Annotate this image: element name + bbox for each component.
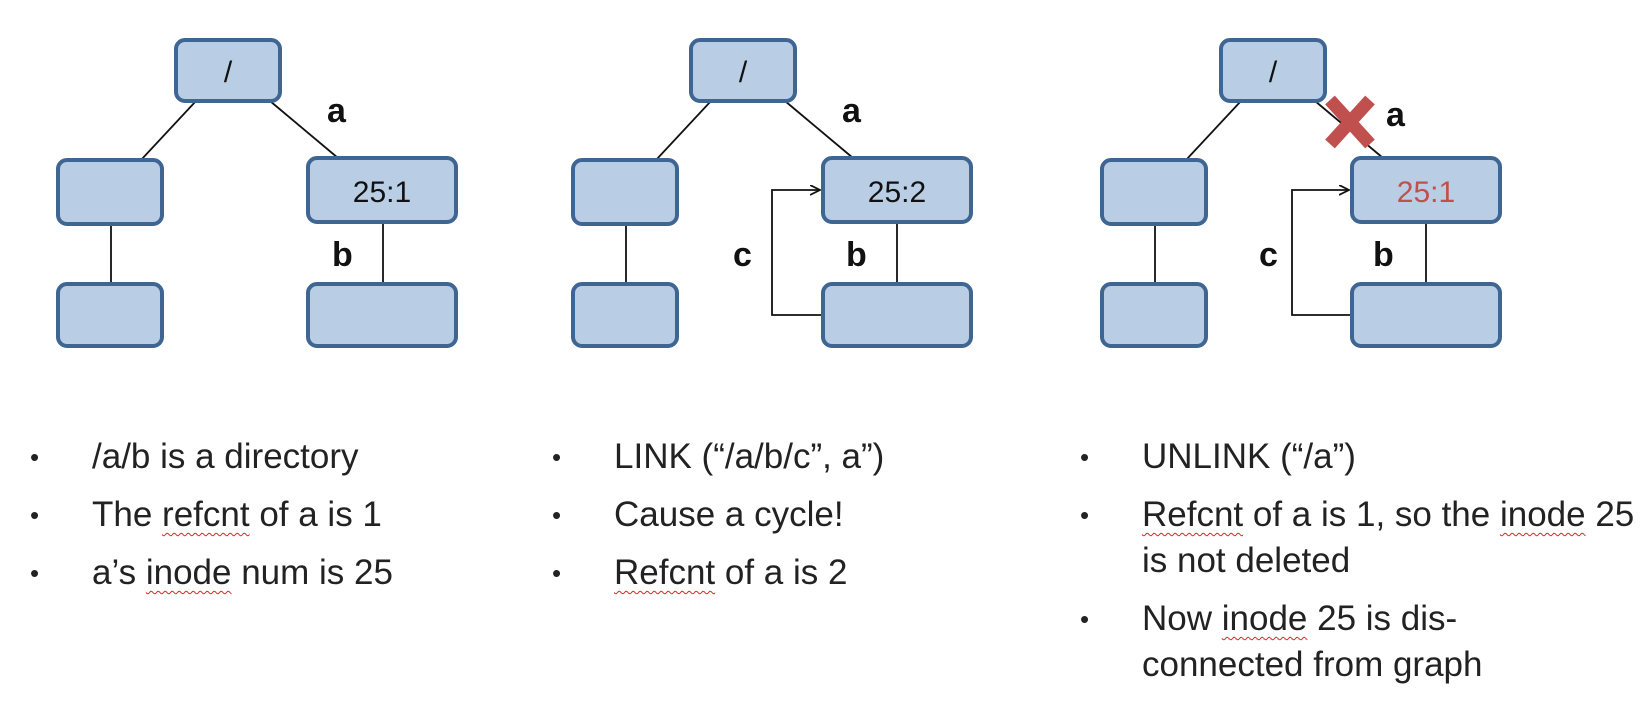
bullet-item: • LINK (“/a/b/c”, a”) [552, 434, 1032, 480]
b-node [1350, 282, 1502, 348]
edge-label-a: a [327, 92, 347, 130]
edge-label-b: b [1373, 236, 1394, 274]
root-node: / [1219, 38, 1327, 103]
bullet-item: • a’s inode num is 25 [30, 550, 510, 596]
b-node [821, 282, 973, 348]
left-dir-node [571, 158, 679, 226]
edge-root-a [269, 100, 339, 159]
edge-root-left [140, 100, 197, 161]
bullet-text: Cause a cycle! [614, 495, 844, 534]
inode-node: 25:1 [306, 156, 458, 224]
bullet-text: Now inode 25 is dis-connected from graph [1142, 599, 1483, 684]
edge-label-a: a [1386, 96, 1406, 134]
bullet-text: The refcnt of a is 1 [92, 495, 382, 534]
svg-text:25:1: 25:1 [1397, 176, 1455, 209]
bullet-text: LINK (“/a/b/c”, a”) [614, 437, 885, 476]
bullet-text: UNLINK (“/a”) [1142, 437, 1356, 476]
cross-icon [1325, 95, 1375, 149]
link-c-arrow [1291, 190, 1352, 316]
edge-label-b: b [332, 236, 353, 274]
inode-node: 25:1 [1350, 156, 1502, 224]
inode-node: 25:2 [821, 156, 973, 224]
root-node: / [689, 38, 797, 103]
edge-root-left [1185, 100, 1242, 161]
bullet-dot-icon: • [30, 442, 40, 472]
b-node [306, 282, 458, 348]
bullet-dot-icon: • [552, 558, 562, 588]
svg-text:25:1: 25:1 [353, 176, 411, 209]
bullet-item: • UNLINK (“/a”) [1080, 434, 1646, 480]
bullet-item: • /a/b is a directory [30, 434, 510, 480]
edge-label-c: c [733, 236, 752, 274]
bullet-text: Refcnt of a is 1, so the inode 25 is not… [1142, 495, 1635, 580]
panel-1-diagram: / 25:1 a b [56, 38, 458, 348]
edge-root-left [655, 100, 712, 161]
bullet-text: Refcnt of a is 2 [614, 553, 848, 592]
edge-label-b: b [846, 236, 867, 274]
left-child-node [1100, 282, 1208, 348]
bullet-dot-icon: • [1080, 500, 1090, 530]
edge-label-c: c [1259, 236, 1278, 274]
bullet-text: a’s inode num is 25 [92, 553, 393, 592]
bullet-item: • Now inode 25 is dis-connected from grap… [1080, 596, 1646, 688]
panel-2-bullets: • LINK (“/a/b/c”, a”) • Cause a cycle! • Re… [552, 434, 1032, 608]
panel-1-bullets: • /a/b is a directory • The refcnt of a is… [30, 434, 510, 608]
bullet-item: • Refcnt of a is 2 [552, 550, 1032, 596]
svg-text:/: / [224, 56, 233, 89]
left-child-node [56, 282, 164, 348]
left-dir-node [1100, 158, 1208, 226]
link-c-arrow [771, 190, 823, 316]
bullet-dot-icon: • [30, 558, 40, 588]
bullet-dot-icon: • [1080, 442, 1090, 472]
bullet-dot-icon: • [552, 500, 562, 530]
panel-2-diagram: / 25:2 a b c [571, 38, 973, 348]
bullet-dot-icon: • [552, 442, 562, 472]
bullet-dot-icon: • [30, 500, 40, 530]
svg-text:25:2: 25:2 [868, 176, 926, 209]
bullet-item: • Refcnt of a is 1, so the inode 25 is no… [1080, 492, 1646, 584]
bullet-item: • The refcnt of a is 1 [30, 492, 510, 538]
bullet-item: • Cause a cycle! [552, 492, 1032, 538]
svg-text:/: / [739, 56, 748, 89]
edge-root-a [784, 100, 854, 159]
bullet-dot-icon: • [1080, 604, 1090, 634]
edge-label-a: a [842, 92, 862, 130]
panel-3-bullets: • UNLINK (“/a”) • Refcnt of a is 1, so the… [1080, 434, 1646, 700]
root-node: / [174, 38, 282, 103]
svg-text:/: / [1269, 56, 1278, 89]
bullet-text: /a/b is a directory [92, 437, 359, 476]
left-dir-node [56, 158, 164, 226]
panel-3-diagram: / 25:1 a b c [1100, 38, 1502, 348]
left-child-node [571, 282, 679, 348]
